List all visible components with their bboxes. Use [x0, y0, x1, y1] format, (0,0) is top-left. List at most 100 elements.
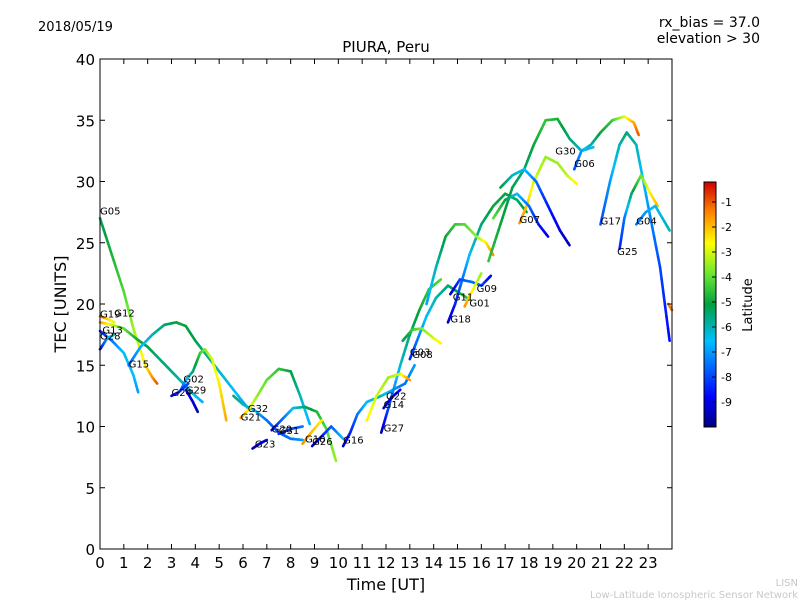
satellite-label: G13	[102, 325, 122, 336]
series-G31	[277, 425, 304, 436]
series-G01	[463, 272, 483, 308]
colorbar-tick-label: -1	[721, 196, 732, 209]
x-tick-label: 7	[262, 554, 272, 572]
x-tick-label: 20	[567, 554, 586, 572]
series-G28	[98, 333, 116, 351]
x-tick-label: 14	[424, 554, 443, 572]
series-G02	[179, 348, 228, 422]
satellite-label: G14	[384, 400, 404, 411]
x-tick-label: 13	[400, 554, 419, 572]
colorbar-tick-label: -3	[721, 246, 732, 259]
tec-segment	[223, 412, 228, 422]
satellite-label: G22	[386, 392, 406, 403]
tec-segment	[136, 388, 140, 394]
x-tick-label: 11	[353, 554, 372, 572]
elevation-label: elevation > 30	[657, 31, 760, 47]
satellite-label: G05	[100, 207, 120, 218]
tec-segment	[650, 225, 656, 238]
satellite-label: G17	[601, 216, 621, 227]
y-axis-label: TEC [UNITS]	[51, 256, 70, 354]
x-tick-label: 15	[448, 554, 467, 572]
series-G25	[618, 174, 660, 251]
series-G10	[301, 419, 323, 445]
x-tick-label: 18	[519, 554, 538, 572]
x-tick-label: 16	[472, 554, 491, 572]
plot-frame	[99, 58, 673, 550]
tec-segment	[333, 454, 338, 463]
x-tick-label: 0	[95, 554, 105, 572]
colorbar-gradient	[703, 181, 717, 428]
satellite-label: G29	[186, 385, 206, 396]
series-G19	[98, 314, 116, 324]
tec-segment	[199, 399, 204, 404]
colorbar-tick-label: -2	[721, 221, 732, 234]
colorbar-label: Latitude	[741, 278, 756, 332]
tec-segment	[464, 295, 469, 300]
tec-segment	[406, 377, 412, 382]
series-G26	[310, 425, 345, 448]
satellite-label: G30	[555, 147, 575, 158]
satellite-label: G08	[412, 350, 432, 361]
satellite-label: G20	[272, 425, 292, 436]
satellite-label: G15	[129, 360, 149, 371]
satellite-label: G12	[114, 308, 134, 319]
colorbar-tick-label: -9	[721, 396, 732, 409]
tec-segment	[661, 290, 667, 306]
satellite-label: G23	[255, 439, 275, 450]
chart-title: PIURA, Peru	[342, 38, 429, 56]
series-G21	[239, 367, 312, 426]
tec-segment	[185, 382, 190, 387]
x-tick-label: 23	[639, 554, 658, 572]
series-G08	[401, 327, 443, 345]
series-G07	[518, 155, 578, 225]
colorbar-tick-label: -8	[721, 371, 732, 384]
satellite-label: G02	[183, 374, 203, 385]
tec-segment	[638, 163, 644, 177]
plot-marks	[98, 115, 674, 463]
tec-segment	[636, 131, 640, 137]
satellite-label: G19	[100, 309, 120, 320]
x-axis-label: Time [UT]	[346, 575, 425, 594]
satellite-label: G04	[636, 216, 656, 227]
tec-segment	[648, 214, 654, 228]
tec-segment	[306, 418, 312, 426]
satellite-label: G16	[343, 436, 363, 447]
tec-segment	[478, 272, 483, 278]
satellite-label: G07	[519, 215, 539, 226]
colorbar-tick-label: -5	[721, 296, 732, 309]
series-G12	[98, 321, 204, 404]
tec-segment	[658, 265, 663, 281]
x-tick-label: 5	[214, 554, 224, 572]
series-G20	[270, 405, 338, 463]
satellite-label: G24	[172, 388, 192, 399]
satellite-label: G10	[305, 434, 325, 445]
y-tick-label: 5	[85, 480, 95, 498]
x-tick-label: 21	[591, 554, 610, 572]
series-G24	[170, 382, 190, 398]
tec-segment	[111, 333, 116, 337]
tec-segment	[573, 181, 578, 186]
satellite-label: G28	[100, 332, 120, 343]
satellite-label: G31	[279, 426, 299, 437]
y-tick-label: 10	[76, 419, 95, 437]
tec-segment	[545, 233, 550, 238]
y-tick-label: 25	[76, 235, 95, 253]
x-tick-label: 3	[167, 554, 177, 572]
y-tick-label: 0	[85, 541, 95, 559]
satellite-labels: G05G12G13G19G28G15G02G24G29G32G21G23G20G…	[100, 147, 657, 451]
x-tick-label: 10	[329, 554, 348, 572]
satellite-label: G27	[384, 423, 404, 434]
series-G05	[98, 216, 159, 385]
series-G27b	[491, 192, 550, 238]
tec-segment	[666, 327, 671, 343]
series-G17	[599, 131, 671, 343]
x-tick-label: 2	[143, 554, 153, 572]
colorbar: -1 -2 -3 -4 -5 -6 -7 -8 -9 Latitude	[703, 181, 756, 428]
tec-segment	[195, 408, 200, 414]
satellite-label: G18	[450, 314, 470, 325]
y-tick-label: 20	[76, 296, 95, 314]
satellite-label: G11	[453, 292, 473, 303]
x-tick-label: 17	[496, 554, 515, 572]
tec-segment	[665, 225, 671, 232]
series-G14	[382, 388, 402, 410]
